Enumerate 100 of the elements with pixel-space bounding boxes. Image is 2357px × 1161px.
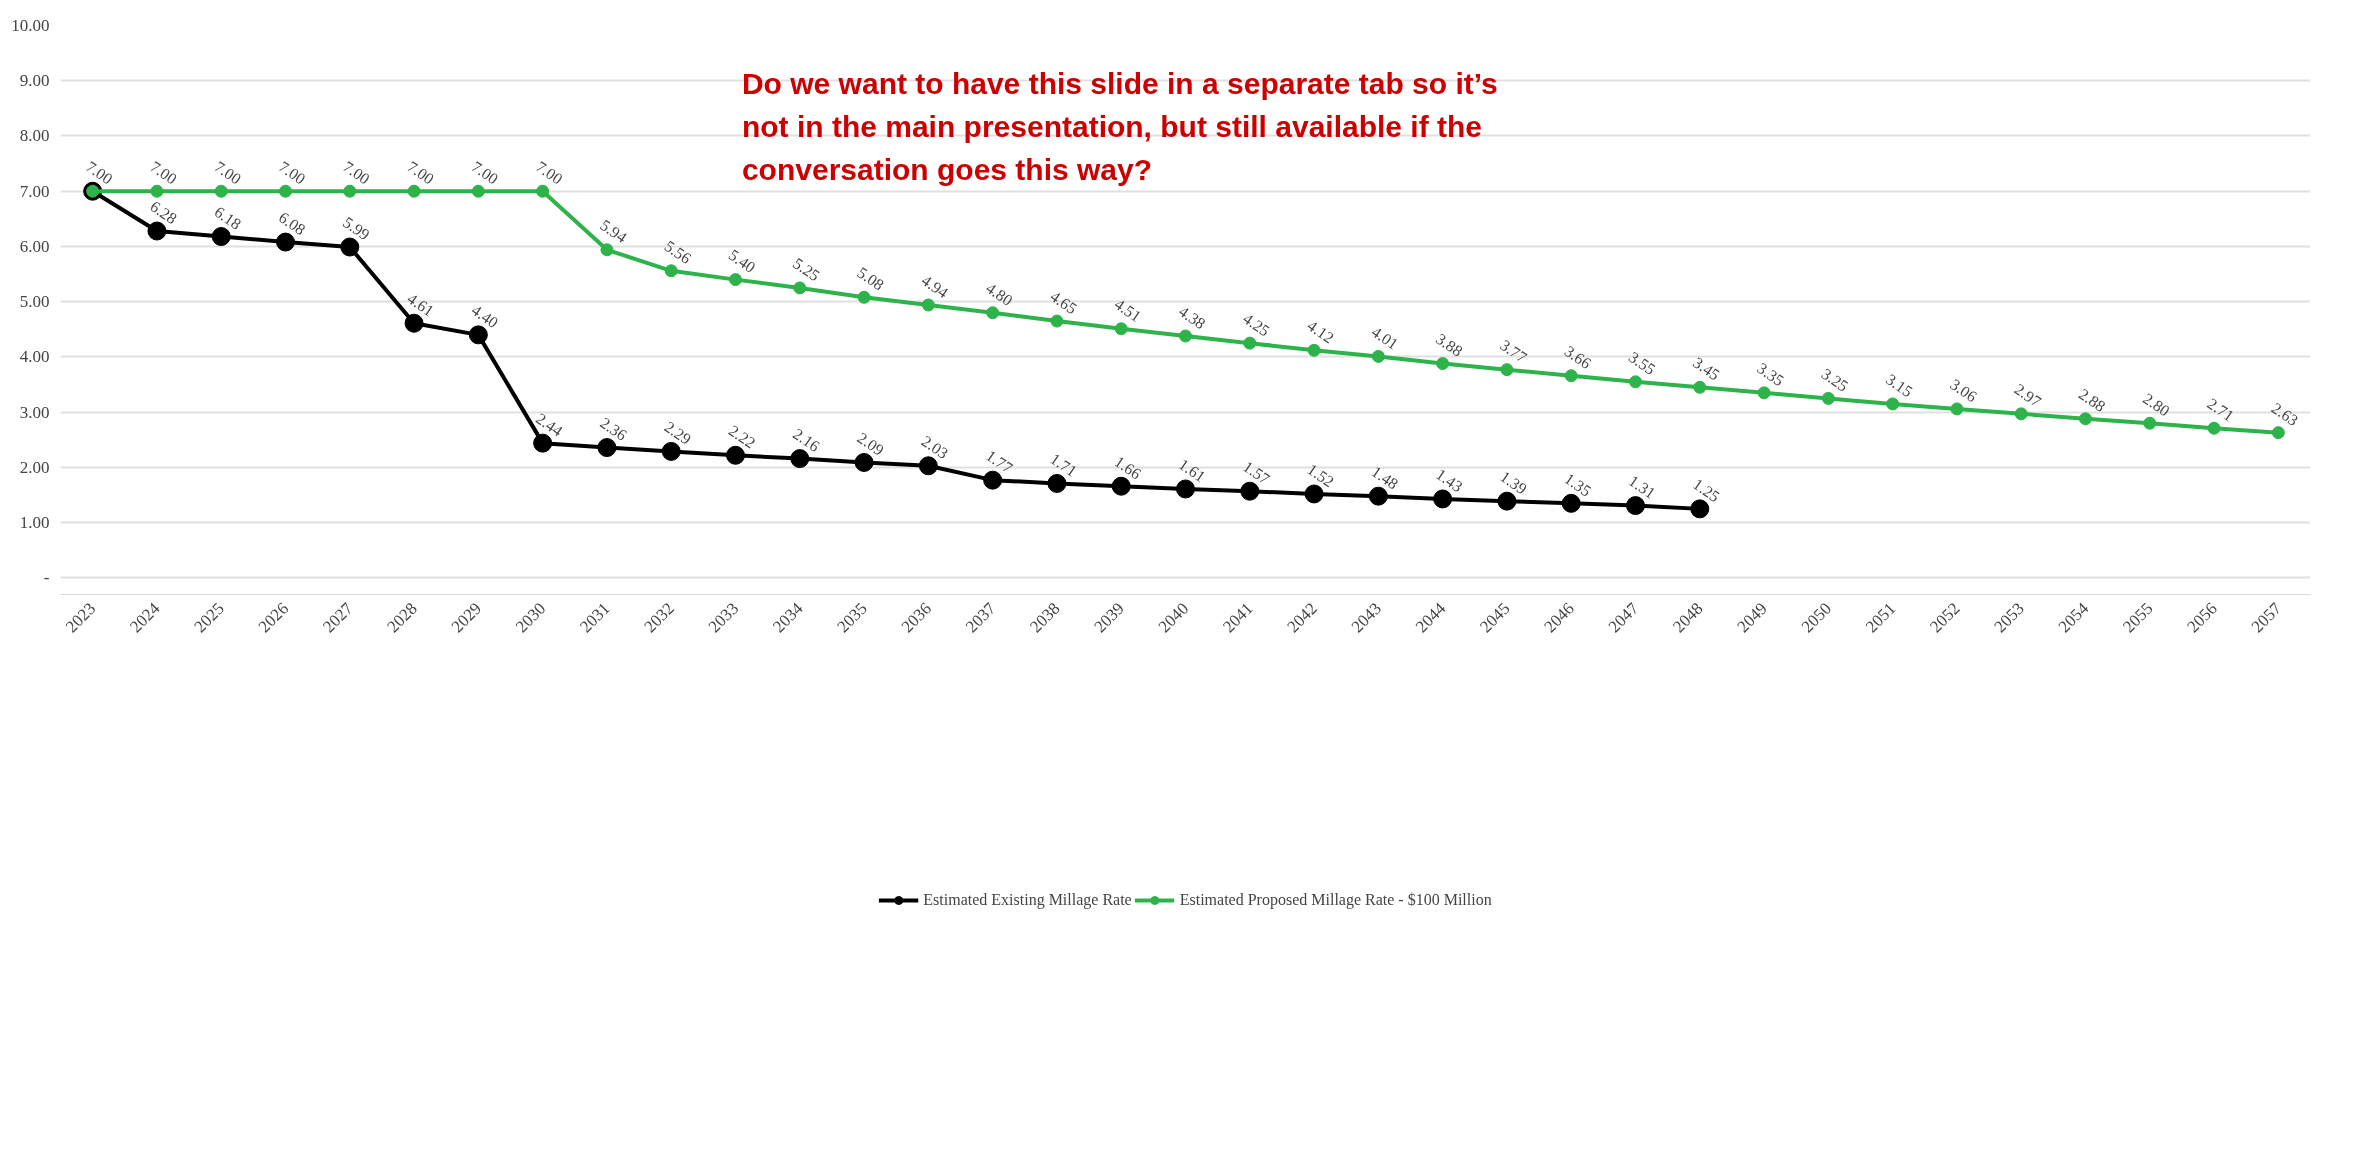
point	[471, 184, 485, 198]
point	[1564, 369, 1578, 383]
y-tick-label: 7.00	[19, 181, 50, 201]
point	[150, 184, 164, 198]
point	[1050, 314, 1064, 328]
data-label: 4.12	[1304, 316, 1338, 347]
data-label: 4.40	[468, 301, 502, 332]
y-tick-label: 2.00	[19, 457, 50, 477]
y-tick-label: -	[43, 568, 50, 588]
data-label: 2.97	[2011, 380, 2045, 411]
point	[918, 456, 938, 476]
point	[664, 264, 678, 278]
data-label: 6.08	[275, 208, 309, 239]
annotation: Do we want to have this slide in a separate tab so it’s not in the main presentation, but still available if the conversation goes this way?	[741, 66, 1498, 186]
legend-label: Estimated Proposed Millage Rate - $100 Million	[1179, 891, 1492, 909]
y-tick-label: 6.00	[19, 236, 50, 256]
data-label: 7.00	[340, 157, 373, 188]
point	[340, 237, 360, 257]
data-label: 6.18	[211, 202, 245, 233]
data-label: 1.71	[1047, 449, 1080, 480]
point	[597, 438, 617, 458]
point	[986, 306, 1000, 320]
data-label: 5.40	[725, 246, 759, 276]
data-label: 1.25	[1690, 475, 1723, 506]
point	[1371, 349, 1385, 363]
data-label: 1.77	[982, 446, 1016, 477]
data-label: 1.61	[1175, 455, 1209, 486]
data-label: 3.35	[1754, 359, 1788, 390]
data-label: 3.88	[1432, 330, 1466, 360]
point	[279, 184, 292, 198]
data-label: 1.52	[1304, 460, 1338, 491]
point	[2271, 426, 2285, 440]
legend-label: Estimated Existing Millage Rate	[923, 891, 1132, 909]
data-label: 2.44	[532, 409, 566, 440]
point	[1307, 343, 1321, 357]
data-label: 7.00	[275, 157, 309, 188]
data-label: 3.45	[1690, 353, 1723, 384]
data-label: 7.00	[147, 157, 180, 188]
point	[983, 470, 1003, 490]
point	[2207, 421, 2221, 435]
point	[729, 273, 742, 287]
data-label: 2.88	[2075, 385, 2109, 416]
y-tick-label: 4.00	[19, 347, 50, 367]
point	[1243, 336, 1257, 350]
data-label: 3.77	[1497, 336, 1530, 366]
data-label: 2.63	[2268, 399, 2302, 429]
point	[536, 184, 550, 198]
point	[1500, 363, 1514, 377]
data-label: 4.61	[404, 289, 438, 320]
data-label: 4.65	[1047, 287, 1080, 318]
data-label: 2.71	[2204, 394, 2238, 425]
data-label: 4.38	[1175, 302, 1209, 333]
point	[1629, 375, 1642, 389]
point	[211, 227, 231, 247]
data-label: 1.57	[1240, 457, 1273, 488]
data-label: 4.94	[918, 271, 952, 302]
data-label: 1.66	[1111, 452, 1145, 483]
data-label: 2.16	[790, 425, 823, 455]
y-tick-label: 9.00	[19, 71, 50, 91]
data-label: 2.36	[597, 414, 630, 444]
data-label: 7.00	[82, 157, 116, 188]
point	[214, 184, 228, 198]
point	[407, 184, 421, 198]
data-label: 4.51	[1111, 295, 1145, 326]
point	[1693, 380, 1707, 394]
data-label: 1.39	[1497, 467, 1530, 498]
data-label: 2.03	[918, 432, 952, 463]
point	[343, 184, 357, 198]
point	[857, 290, 871, 304]
point	[1179, 329, 1192, 343]
y-tick-label: 5.00	[19, 292, 50, 312]
data-label: 1.43	[1432, 465, 1466, 496]
data-label: 7.00	[532, 157, 566, 188]
point	[1240, 481, 1260, 501]
point	[1114, 322, 1128, 336]
y-tick-label: 1.00	[19, 513, 50, 533]
point	[921, 298, 935, 312]
data-label: 5.94	[597, 216, 630, 247]
data-label: 5.08	[854, 263, 888, 294]
data-label: 2.09	[854, 428, 888, 459]
point	[1950, 402, 1964, 416]
data-label: 1.35	[1561, 469, 1595, 500]
data-label: 2.22	[725, 421, 759, 452]
point	[1886, 397, 1900, 411]
data-label: 1.48	[1368, 462, 1402, 493]
point	[793, 281, 807, 295]
point	[2143, 416, 2157, 430]
data-label: 5.56	[661, 237, 695, 268]
point	[2079, 412, 2092, 426]
data-label: 5.25	[790, 254, 823, 285]
data-label: 3.55	[1625, 348, 1659, 379]
data-label: 2.80	[2140, 389, 2173, 420]
point	[1436, 357, 1450, 371]
data-label: 3.66	[1561, 342, 1595, 373]
point	[1821, 391, 1835, 405]
data-label: 3.25	[1818, 364, 1852, 395]
y-tick-label: 3.00	[19, 402, 50, 422]
data-label: 3.15	[1882, 370, 1916, 401]
data-label: 7.00	[404, 157, 438, 188]
data-label: 1.31	[1625, 472, 1659, 502]
